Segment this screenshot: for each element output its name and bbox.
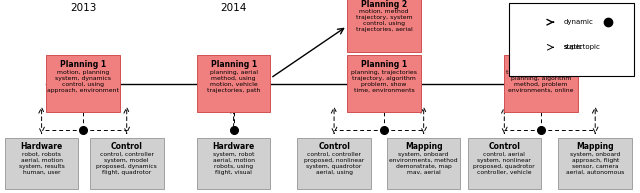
Text: Planning 1: Planning 1	[60, 60, 106, 69]
Text: motion, method
trajectory, system
control, using
trajectories, aerial: motion, method trajectory, system contro…	[356, 9, 412, 32]
Text: system, onboard
approach, flight
sensor, camera
aerial, autonomous: system, onboard approach, flight sensor,…	[566, 152, 625, 175]
FancyBboxPatch shape	[509, 3, 634, 76]
Text: trajectories, trajectory
planning, algorithm
method, problem
environments, onlin: trajectories, trajectory planning, algor…	[506, 70, 575, 93]
Text: Planning 1: Planning 1	[518, 60, 564, 69]
Text: 2013: 2013	[70, 3, 97, 13]
Text: planning, aerial
method, using
motion, vehicle
trajectories, path: planning, aerial method, using motion, v…	[207, 70, 260, 93]
FancyBboxPatch shape	[90, 137, 164, 189]
Text: Control: Control	[111, 142, 143, 151]
FancyBboxPatch shape	[197, 137, 270, 189]
Text: robot, robots
aerial, motion
system, results
human, user: robot, robots aerial, motion system, res…	[19, 152, 65, 175]
Text: Control: Control	[488, 142, 520, 151]
FancyBboxPatch shape	[5, 137, 79, 189]
Text: 2016: 2016	[527, 3, 554, 13]
FancyBboxPatch shape	[298, 137, 371, 189]
FancyBboxPatch shape	[47, 56, 120, 112]
Text: supertopic: supertopic	[563, 44, 600, 50]
FancyBboxPatch shape	[347, 56, 421, 112]
Text: motion, planning
system, dynamics
control, using
approach, environment: motion, planning system, dynamics contro…	[47, 70, 119, 93]
Text: control, controller
system, model
proposed, dynamics
flight, quadrotor: control, controller system, model propos…	[97, 152, 157, 175]
Text: Control: Control	[318, 142, 350, 151]
Text: Mapping: Mapping	[405, 142, 442, 151]
Text: Hardware: Hardware	[212, 142, 255, 151]
Text: system, onboard
environments, method
demonstrate, map
mav, aerial: system, onboard environments, method dem…	[389, 152, 458, 175]
Text: control, aerial
system, nonlinear
proposed, quadrotor
controller, vehicle: control, aerial system, nonlinear propos…	[474, 152, 535, 175]
FancyBboxPatch shape	[347, 0, 421, 52]
FancyBboxPatch shape	[504, 56, 578, 112]
Text: static: static	[563, 44, 582, 50]
Text: 2015: 2015	[371, 3, 397, 13]
Text: dynamic: dynamic	[563, 19, 593, 25]
Text: planning, trajectories
trajectory, algorithm
problem, show
time, environments: planning, trajectories trajectory, algor…	[351, 70, 417, 93]
Text: Planning 1: Planning 1	[361, 60, 407, 69]
Text: 2014: 2014	[220, 3, 247, 13]
Text: Hardware: Hardware	[20, 142, 63, 151]
Text: Planning 1: Planning 1	[211, 60, 257, 69]
FancyBboxPatch shape	[559, 137, 632, 189]
Text: Planning 2: Planning 2	[361, 0, 407, 8]
Text: Mapping: Mapping	[577, 142, 614, 151]
FancyBboxPatch shape	[387, 137, 461, 189]
FancyBboxPatch shape	[468, 137, 541, 189]
Text: control, controller
proposed, nonlinear
system, quadrotor
aerial, using: control, controller proposed, nonlinear …	[304, 152, 364, 175]
FancyBboxPatch shape	[197, 56, 270, 112]
Text: system, robot
aerial, motion
robots, using
flight, visual: system, robot aerial, motion robots, usi…	[212, 152, 255, 175]
